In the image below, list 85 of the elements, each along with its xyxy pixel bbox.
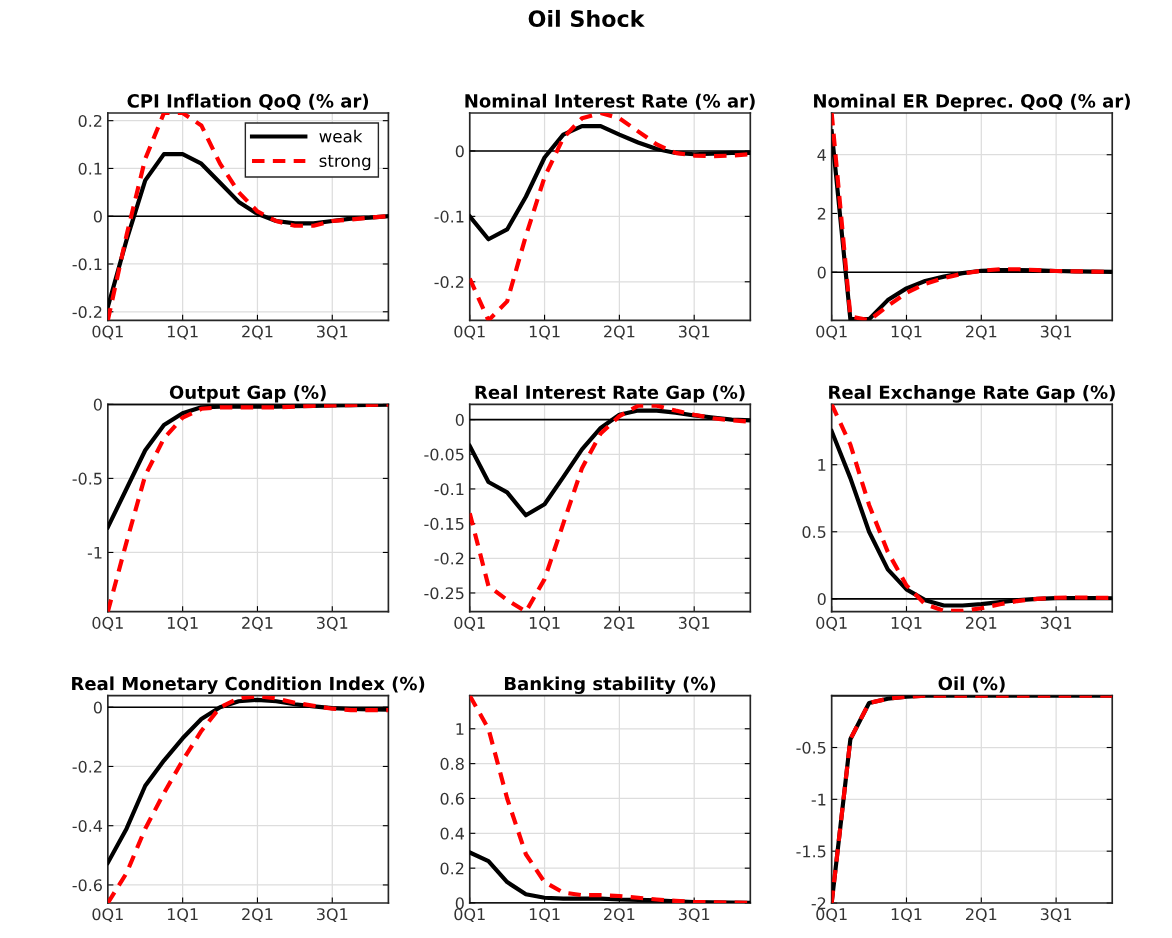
y-tick-label: 0 bbox=[93, 701, 102, 714]
y-tick-label: -0.1 bbox=[434, 210, 464, 223]
chart-title: Oil (%) bbox=[938, 676, 1005, 693]
y-tick-label: 0 bbox=[817, 266, 826, 279]
x-tick-label: 0Q1 bbox=[454, 616, 485, 631]
x-tick-label: 3Q1 bbox=[678, 908, 710, 923]
y-tick-label: 0 bbox=[817, 593, 826, 606]
y-tick-label: -0.2 bbox=[434, 276, 464, 289]
chart-title: CPI Inflation QoQ (% ar) bbox=[127, 93, 369, 111]
y-tick-label: -0.1 bbox=[72, 258, 102, 271]
x-tick-label: 3Q1 bbox=[317, 325, 348, 340]
y-tick-label: -0.2 bbox=[434, 552, 464, 565]
x-tick-label: 0Q1 bbox=[92, 908, 123, 923]
x-tick-label: 0Q1 bbox=[816, 908, 847, 923]
y-tick-label: -0.5 bbox=[72, 472, 102, 485]
x-tick-label: 0Q1 bbox=[454, 325, 485, 340]
y-tick-label: 0.1 bbox=[78, 162, 102, 175]
y-tick-label: 0.2 bbox=[440, 862, 464, 875]
y-tick-label: 0.5 bbox=[802, 525, 826, 539]
chart-title: Real Monetary Condition Index (%) bbox=[72, 676, 425, 695]
x-tick-label: 1Q1 bbox=[167, 325, 198, 340]
x-tick-label: 0Q1 bbox=[816, 325, 847, 340]
x-tick-label: 2Q1 bbox=[966, 325, 997, 340]
x-tick-label: 3Q1 bbox=[678, 616, 710, 631]
text: Oil Shock bbox=[528, 9, 645, 28]
x-tick-label: 2Q1 bbox=[242, 325, 273, 340]
x-tick-label: 1Q1 bbox=[167, 908, 198, 923]
x-tick-label: 0Q1 bbox=[454, 908, 485, 923]
x-tick-label: 3Q1 bbox=[1040, 908, 1072, 923]
y-tick-label: -0.5 bbox=[796, 741, 826, 754]
y-tick-label: -1 bbox=[87, 546, 102, 559]
y-tick-label: -0.4 bbox=[72, 819, 103, 832]
y-tick-label: 0 bbox=[455, 897, 464, 910]
y-tick-label: -0.2 bbox=[72, 760, 102, 773]
x-tick-label: 1Q1 bbox=[167, 616, 198, 631]
x-tick-label: 3Q1 bbox=[678, 325, 710, 340]
x-tick-label: 2Q1 bbox=[604, 616, 635, 631]
y-tick-label: 2 bbox=[817, 207, 826, 220]
x-tick-label: 2Q1 bbox=[604, 325, 635, 340]
x-tick-label: 2Q1 bbox=[966, 908, 997, 923]
y-tick-label: -0.15 bbox=[424, 517, 464, 530]
x-tick-label: 0Q1 bbox=[816, 616, 847, 631]
y-tick-label: 0.2 bbox=[78, 114, 102, 127]
y-tick-label: -0.05 bbox=[424, 448, 464, 461]
x-tick-label: 2Q1 bbox=[242, 616, 273, 631]
y-tick-label: 1 bbox=[456, 723, 464, 735]
x-tick-label: 2Q1 bbox=[242, 908, 273, 923]
y-tick-label: 0.4 bbox=[440, 827, 464, 840]
y-tick-label: -0.1 bbox=[434, 483, 464, 496]
y-tick-label: -0.25 bbox=[424, 587, 464, 600]
chart-title: Banking stability (%) bbox=[504, 676, 716, 695]
y-tick-label: 0.8 bbox=[440, 757, 464, 770]
x-tick-label: 1Q1 bbox=[529, 616, 560, 631]
x-tick-label: 3Q1 bbox=[317, 908, 348, 923]
legend-label: strong bbox=[319, 155, 371, 171]
y-tick-label: -0.2 bbox=[72, 305, 102, 319]
chart-title: Output Gap (%) bbox=[169, 385, 326, 403]
chart-title: Nominal Interest Rate (% ar) bbox=[465, 93, 755, 110]
y-tick-label: -2 bbox=[811, 897, 826, 910]
y-tick-label: -1.5 bbox=[796, 845, 826, 858]
x-tick-label: 1Q1 bbox=[891, 616, 922, 631]
y-tick-label: 0 bbox=[93, 210, 102, 223]
x-tick-label: 0Q1 bbox=[92, 616, 123, 631]
x-tick-label: 1Q1 bbox=[529, 325, 560, 340]
x-tick-label: 2Q1 bbox=[604, 908, 635, 923]
chart-title: Nominal ER Deprec. QoQ (% ar) bbox=[814, 93, 1130, 112]
x-tick-label: 1Q1 bbox=[891, 325, 922, 340]
y-tick-label: 1 bbox=[818, 459, 826, 471]
y-tick-label: 4 bbox=[817, 149, 826, 161]
x-tick-label: 1Q1 bbox=[529, 908, 560, 923]
y-tick-label: 0 bbox=[93, 398, 102, 411]
x-tick-label: 3Q1 bbox=[1040, 616, 1072, 631]
legend-label: weak bbox=[319, 129, 363, 143]
y-tick-label: 0 bbox=[455, 145, 464, 158]
chart-title: Real Interest Rate Gap (%) bbox=[475, 385, 745, 403]
x-tick-label: 2Q1 bbox=[966, 616, 997, 631]
y-tick-label: 0 bbox=[455, 413, 464, 426]
chart-title: Real Exchange Rate Gap (%) bbox=[829, 385, 1115, 403]
x-tick-label: 3Q1 bbox=[1040, 325, 1072, 340]
y-tick-label: -0.6 bbox=[72, 879, 102, 892]
x-tick-label: 3Q1 bbox=[317, 616, 348, 631]
y-tick-label: -1 bbox=[811, 793, 826, 806]
x-tick-label: 0Q1 bbox=[92, 325, 123, 340]
y-tick-label: 0.6 bbox=[440, 792, 464, 805]
x-tick-label: 1Q1 bbox=[891, 908, 922, 923]
